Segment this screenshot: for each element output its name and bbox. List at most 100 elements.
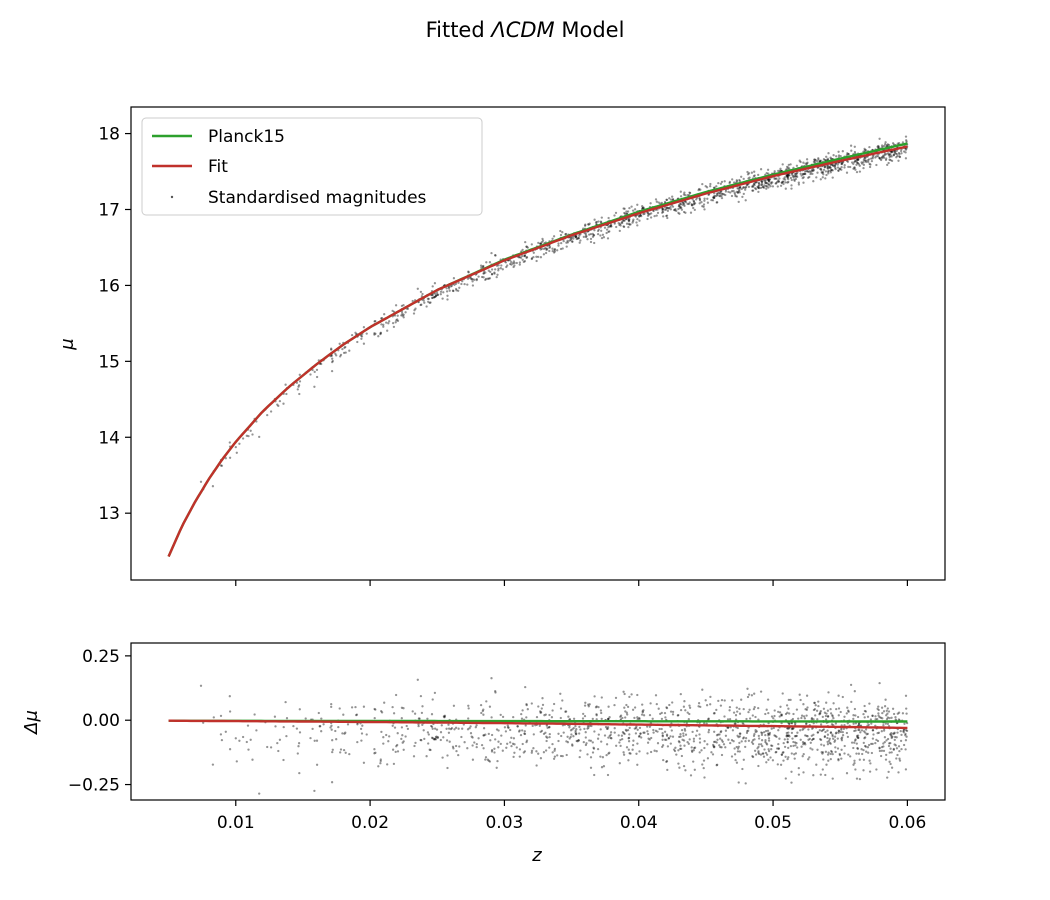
residual-point <box>778 711 782 714</box>
residual-point <box>876 707 879 710</box>
data-point <box>442 291 445 294</box>
data-point <box>523 254 526 257</box>
residual-point <box>419 694 423 698</box>
residual-point <box>539 711 543 714</box>
residual-point <box>762 755 766 758</box>
residual-point <box>331 739 334 742</box>
data-point <box>858 164 861 167</box>
data-point <box>679 205 682 209</box>
data-point <box>607 230 610 234</box>
data-point <box>776 185 779 188</box>
residual-fit-line <box>168 719 908 730</box>
residual-point <box>879 754 883 758</box>
residual-point <box>402 707 405 710</box>
residual-point <box>904 734 907 737</box>
residual-point <box>666 768 669 772</box>
data-point <box>825 155 828 158</box>
data-point <box>433 295 436 299</box>
data-point <box>627 225 630 229</box>
data-point <box>867 158 871 161</box>
residual-point <box>671 735 675 738</box>
residual-point <box>388 735 391 738</box>
data-point <box>597 220 600 223</box>
data-point <box>793 179 796 182</box>
residual-point <box>870 751 874 755</box>
residual-point <box>430 724 433 728</box>
residual-point <box>595 713 598 716</box>
residual-point <box>754 753 758 756</box>
residual-point <box>436 736 439 740</box>
data-point <box>882 156 886 159</box>
residual-point <box>627 736 631 740</box>
residual-point <box>607 717 610 720</box>
data-point <box>827 169 830 173</box>
residual-point <box>876 731 879 735</box>
residual-point <box>751 739 755 742</box>
residual-point <box>442 715 446 718</box>
residual-point <box>814 704 817 707</box>
residual-point <box>660 717 664 721</box>
residual-point <box>553 749 556 752</box>
residual-point <box>864 736 867 739</box>
data-point <box>795 164 799 167</box>
residual-point <box>831 735 834 738</box>
data-point <box>654 198 658 201</box>
data-point <box>219 464 223 467</box>
data-point <box>824 170 828 173</box>
data-point <box>746 170 749 174</box>
data-point <box>893 152 896 155</box>
residual-point <box>548 725 551 729</box>
data-point <box>763 179 766 182</box>
residual-point <box>834 732 838 735</box>
residual-point <box>757 734 760 738</box>
residual-point <box>669 735 672 738</box>
data-point <box>759 168 763 171</box>
residual-point <box>853 690 856 693</box>
residual-point <box>544 713 547 716</box>
residual-point <box>251 758 254 761</box>
residual-point <box>471 744 474 747</box>
residual-point <box>665 733 669 736</box>
data-point <box>631 219 635 223</box>
data-point <box>416 287 419 290</box>
data-point <box>679 203 682 206</box>
residual-point <box>717 733 720 736</box>
data-point <box>855 170 859 174</box>
residual-point <box>712 745 715 748</box>
data-point <box>764 181 767 184</box>
data-point <box>898 153 901 156</box>
residual-point <box>392 712 396 715</box>
residual-point <box>881 717 884 720</box>
residual-point <box>606 727 609 730</box>
data-point <box>682 203 686 206</box>
residual-point <box>583 727 586 731</box>
data-point <box>433 292 437 295</box>
residual-point <box>857 736 860 740</box>
residual-point <box>730 755 734 758</box>
residual-point <box>752 707 756 711</box>
residual-point <box>862 741 865 745</box>
data-point <box>839 154 842 158</box>
residual-point <box>805 708 809 711</box>
data-point <box>761 185 764 189</box>
residual-point <box>765 743 769 746</box>
residual-point <box>691 750 694 753</box>
data-point <box>757 181 760 185</box>
data-point <box>751 185 755 188</box>
data-point <box>436 293 439 297</box>
data-point <box>583 224 587 227</box>
residual-point <box>526 708 529 711</box>
residual-point <box>790 727 794 731</box>
residual-point <box>890 736 893 740</box>
data-point <box>574 235 577 238</box>
data-point <box>767 179 771 183</box>
data-point <box>805 170 808 173</box>
residual-point <box>783 738 786 741</box>
data-point <box>767 178 770 181</box>
data-point <box>481 265 484 268</box>
data-point <box>618 223 621 227</box>
residual-point <box>788 722 791 725</box>
residual-point <box>692 749 695 752</box>
data-point <box>783 176 786 179</box>
